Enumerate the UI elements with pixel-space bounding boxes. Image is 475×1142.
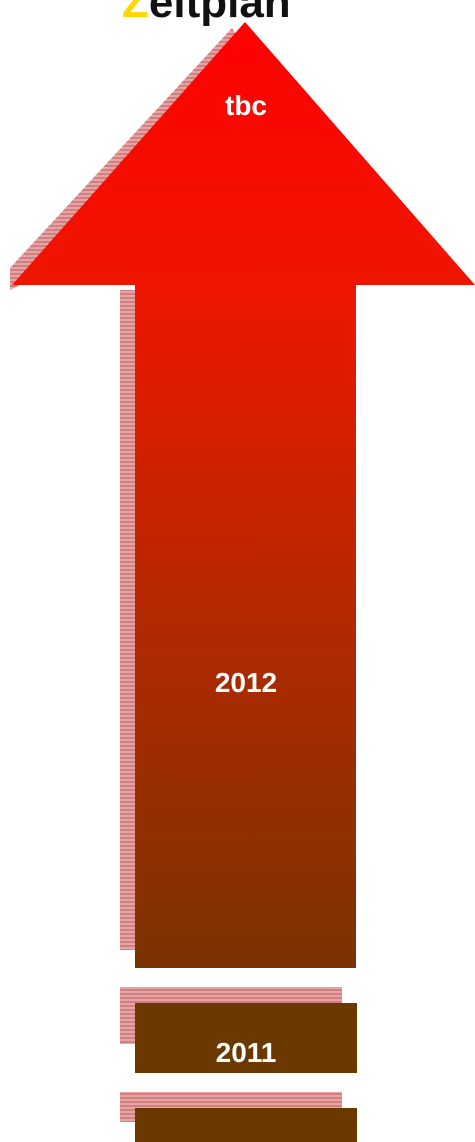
arrow-label-2012: 2012 (214, 667, 278, 698)
arrow-label-tbc: tbc (225, 90, 267, 121)
block-2011 (135, 1003, 357, 1073)
arrow-shaft-shadow (120, 290, 138, 950)
block-lower (135, 1108, 357, 1142)
block-label-2011: 2011 (215, 1037, 277, 1068)
title-text: eitplan (148, 0, 291, 27)
title-accent-letter: Z (122, 0, 149, 27)
arrow-shape (12, 22, 475, 968)
page-title: Zeitplan (122, 0, 291, 28)
